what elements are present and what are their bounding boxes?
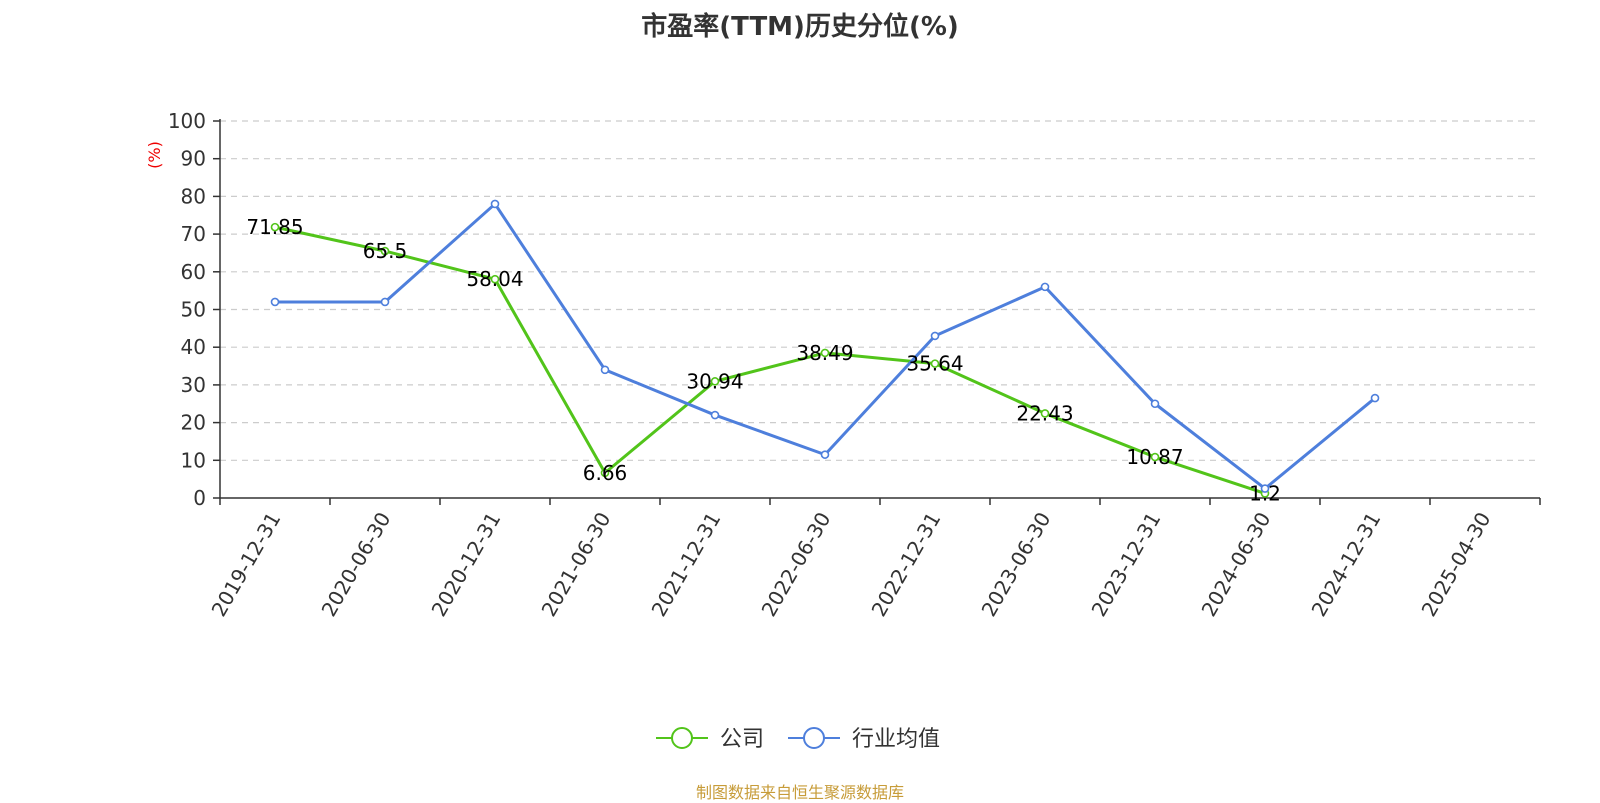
x-tick-label: 2025-04-30 (1416, 508, 1495, 621)
data-label: 1.2 (1249, 481, 1281, 505)
series-point-1[interactable] (1040, 282, 1050, 292)
y-tick-label: 60 (181, 260, 206, 284)
series-point-1[interactable] (820, 450, 830, 459)
grid-lines (220, 120, 1540, 461)
series-point-0[interactable] (490, 274, 500, 284)
series-point-0[interactable] (380, 246, 390, 256)
series-layer (270, 199, 1380, 498)
legend-marker (803, 727, 825, 749)
x-tick-label: 2020-06-30 (316, 508, 395, 621)
series-point-0[interactable] (710, 377, 720, 386)
y-tick-label: 0 (193, 486, 206, 510)
data-labels: 71.85 65.5 58.04 6.66 30.94 38.49 35.64 22.43 10… (246, 215, 1281, 505)
x-tick-label: 2021-12-31 (646, 508, 725, 621)
y-tick-label: 100 (168, 109, 206, 133)
data-label: 71.85 (246, 215, 303, 239)
data-label: 10.87 (1126, 445, 1183, 469)
series-point-0[interactable] (1040, 409, 1050, 418)
legend[interactable]: 公司 行业均值 (656, 727, 940, 752)
data-label: 6.66 (583, 461, 628, 485)
data-label: 22.43 (1016, 401, 1073, 425)
y-tick-label: 40 (181, 335, 206, 359)
legend-item-0[interactable]: 公司 (656, 727, 764, 752)
y-tick-label: 30 (181, 373, 206, 397)
x-tick-label: 2020-12-31 (426, 508, 505, 621)
legend-label: 行业均值 (852, 727, 940, 752)
series-point-0[interactable] (600, 468, 610, 478)
legend-item-1[interactable]: 行业均值 (788, 727, 940, 752)
series-point-0[interactable] (820, 348, 830, 358)
series-point-0[interactable] (930, 359, 940, 368)
x-tick-label: 2024-06-30 (1196, 508, 1275, 621)
data-label: 58.04 (466, 267, 523, 291)
data-label: 30.94 (686, 369, 743, 393)
series-point-1[interactable] (600, 365, 610, 375)
y-tick-label: 70 (181, 222, 206, 246)
series-line-0 (274, 225, 1266, 495)
axes: 0 10 20 30 40 50 60 70 80 90 100 2019-12-31 2020-06-… (168, 109, 1541, 621)
y-tick-label: 80 (181, 184, 206, 208)
series-point-1[interactable] (1150, 399, 1160, 409)
chart-title: 市盈率(TTM)历史分位(%) (641, 12, 959, 42)
legend-marker (671, 727, 693, 749)
series-point-1[interactable] (1260, 484, 1270, 493)
y-tick-label: 50 (181, 298, 206, 322)
data-label: 38.49 (796, 341, 853, 365)
x-tick-label: 2023-06-30 (976, 508, 1055, 621)
y-tick-label: 20 (181, 411, 206, 435)
x-tick-label: 2019-12-31 (206, 508, 285, 621)
legend-label: 公司 (720, 727, 764, 752)
series-point-1[interactable] (270, 297, 280, 307)
source-footer: 制图数据来自恒生聚源数据库 (695, 783, 904, 802)
series-point-1[interactable] (490, 199, 500, 209)
series-point-0[interactable] (270, 222, 280, 232)
x-tick-label: 2021-06-30 (536, 508, 615, 621)
series-point-1[interactable] (1370, 393, 1380, 403)
x-tick-label: 2024-12-31 (1306, 508, 1385, 621)
series-point-0[interactable] (1150, 452, 1160, 462)
series-point-1[interactable] (380, 297, 390, 307)
y-tick-label: 90 (181, 147, 206, 171)
data-label: 65.5 (363, 239, 408, 263)
series-point-1[interactable] (710, 410, 720, 420)
x-tick-label: 2023-12-31 (1086, 508, 1165, 621)
x-tick-label: 2022-12-31 (866, 508, 945, 621)
y-tick-label: 10 (181, 448, 206, 472)
series-point-1[interactable] (930, 331, 940, 341)
y-axis-label: (%) (145, 141, 164, 169)
x-tick-label: 2022-06-30 (756, 508, 835, 621)
data-label: 35.64 (906, 352, 963, 376)
